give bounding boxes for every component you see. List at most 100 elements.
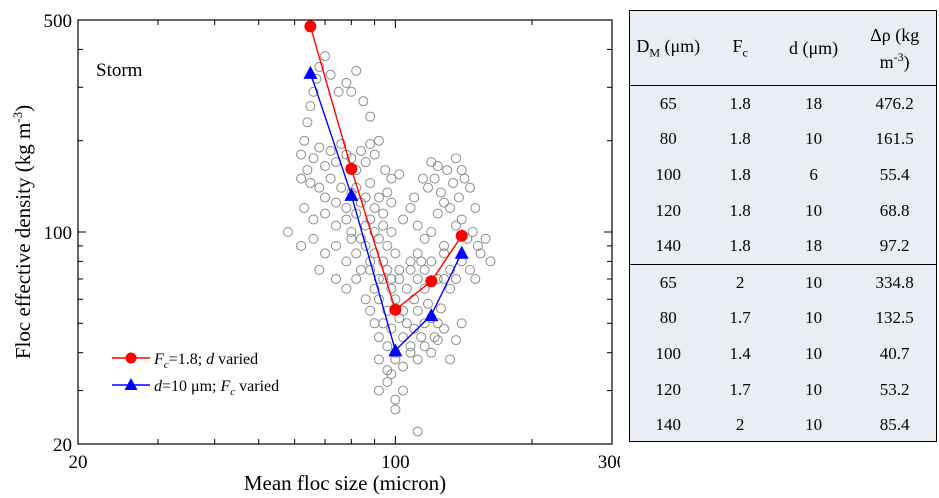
observation-point (369, 283, 380, 294)
observation-point (435, 303, 446, 314)
axis-tick-labels: 20 100 300 20 100 500 (44, 11, 621, 473)
observation-point (365, 264, 376, 275)
observation-point (365, 178, 376, 189)
table-cell: 100 (655, 164, 682, 184)
observation-point (351, 248, 362, 259)
series-1-point (424, 308, 439, 322)
observation-point (426, 227, 437, 237)
observation-point (365, 305, 376, 316)
y-tick-label: 20 (53, 435, 72, 456)
observation-point (314, 61, 325, 72)
series-1-point (303, 65, 318, 79)
series-1-point (388, 343, 403, 357)
series-0-point (389, 303, 402, 316)
observation-point (442, 165, 453, 176)
observation-point (341, 77, 352, 88)
observation-point (386, 273, 397, 284)
table-row: 140 1.8 18 97.2 (630, 228, 936, 264)
series-line-0 (309, 26, 463, 311)
observation-point (470, 273, 481, 284)
observation-point (365, 139, 376, 150)
observation-point (378, 220, 389, 231)
observation-point (419, 233, 430, 244)
observation-point (426, 347, 437, 358)
legend-red-label: Fc=1.8; d varied (153, 351, 258, 371)
table-row: 120 1.8 10 68.8 (630, 193, 936, 229)
observation-point (346, 86, 357, 97)
observation-point (325, 145, 336, 156)
observation-point (426, 157, 437, 168)
observation-point (378, 273, 389, 284)
observation-point (314, 142, 325, 153)
legend-blue-marker (124, 378, 138, 390)
observation-point (365, 214, 376, 225)
observation-point (382, 341, 393, 352)
observation-point (394, 264, 405, 275)
table-cell: 140 (655, 415, 682, 435)
table-cell: 120 (655, 379, 682, 399)
observation-point (450, 153, 461, 164)
observation-point (386, 227, 397, 237)
table-header-row: DM (μm) Fc d (μm) Δρ (kg m-3) (630, 11, 936, 86)
table-cell: 1.7 (729, 308, 751, 328)
observation-point (320, 208, 331, 219)
observation-point (456, 214, 467, 225)
observation-point (475, 248, 486, 259)
observation-point (369, 248, 380, 259)
table-cell: 10 (773, 263, 854, 301)
observation-point (296, 149, 307, 160)
y-axis-label: Floc effective density (kg m-3) (10, 105, 35, 359)
observation-point (390, 404, 401, 415)
table-cell: 65 (630, 263, 707, 301)
observation-point (386, 323, 397, 334)
table-cell: 80 (659, 308, 677, 328)
observation-point (419, 341, 430, 352)
observation-point (336, 139, 347, 150)
observation-point (412, 305, 423, 316)
observation-point (419, 264, 430, 275)
observation-point (456, 318, 467, 329)
observation-point (390, 294, 401, 305)
observation-point (351, 273, 362, 284)
table-cell: 1.8 (729, 93, 751, 113)
x-tick-label: 100 (381, 452, 410, 473)
table-cell: 1.8 (729, 164, 751, 184)
observation-point (432, 161, 443, 172)
observation-point (373, 332, 384, 343)
observation-point (308, 86, 319, 97)
observation-point (394, 169, 405, 180)
observation-point (459, 173, 470, 184)
observation-point (405, 202, 416, 213)
observation-point (341, 256, 352, 267)
table-row: 65 2 10 334.8 (630, 263, 936, 301)
table-cell: 97.2 (879, 236, 910, 256)
observation-point (412, 354, 423, 365)
observation-point (398, 361, 409, 372)
observation-point (439, 248, 450, 259)
table-cell: 10 (805, 200, 823, 220)
observation-point (325, 173, 336, 184)
series-0-point (345, 162, 358, 175)
observation-point (405, 341, 416, 352)
observation-point (409, 294, 420, 305)
col-dm-header: DM (μm) (630, 11, 707, 86)
table-cell: 10 (805, 129, 823, 149)
observation-point (416, 332, 427, 343)
observation-point (373, 354, 384, 365)
observation-point (325, 69, 336, 80)
observation-points (282, 51, 496, 437)
observation-point (445, 354, 456, 365)
table-cell: 40.7 (879, 343, 910, 363)
observation-point (398, 332, 409, 343)
observation-point (341, 214, 352, 225)
observation-point (401, 283, 412, 294)
observation-point (296, 240, 307, 251)
observation-point (429, 173, 440, 184)
observation-point (386, 197, 397, 208)
observation-point (445, 283, 456, 294)
observation-point (419, 283, 430, 294)
observation-point (401, 318, 412, 329)
observation-point (382, 377, 393, 388)
observation-point (405, 264, 416, 275)
observation-point (358, 96, 369, 107)
